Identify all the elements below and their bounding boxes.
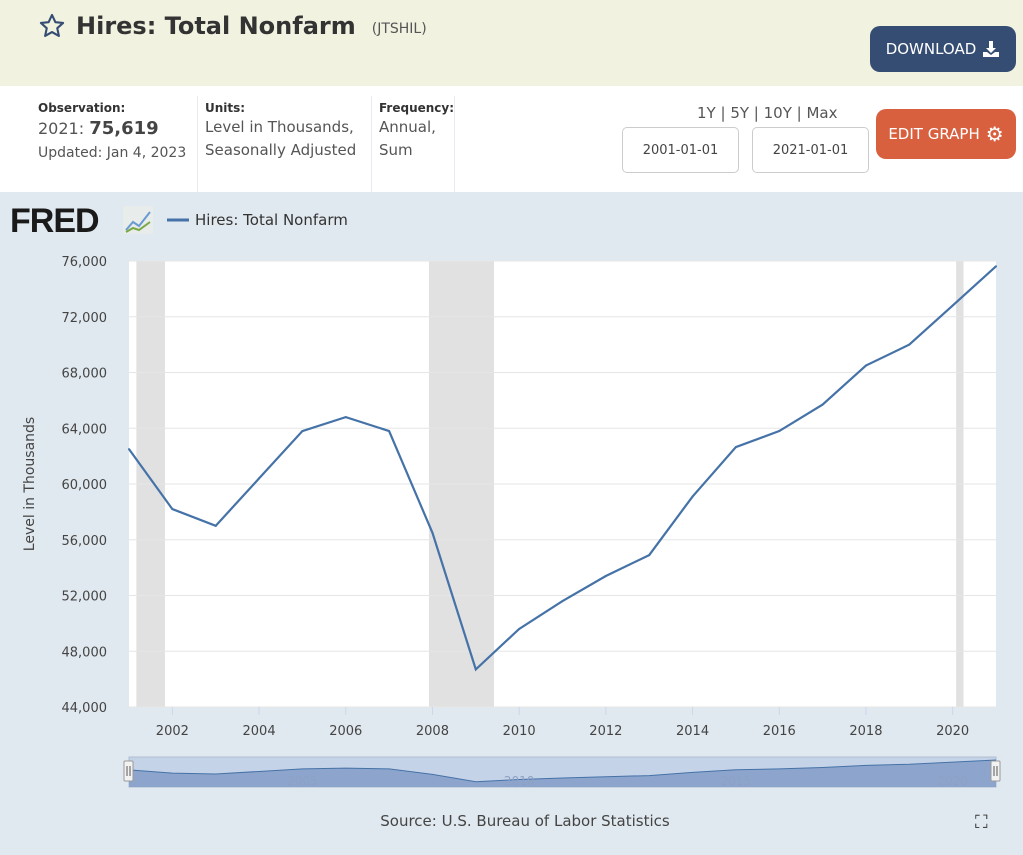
navigator-area [129, 760, 996, 787]
fred-logo-icon-line [125, 211, 151, 231]
x-tick-label: 2004 [243, 724, 276, 739]
chart-area: FRED Hires: Total Nonfarm 44,000 48,000 52,0… [0, 192, 1023, 855]
x-tick-label: 2002 [156, 724, 189, 739]
observation-date: 2021: [38, 119, 85, 138]
data-point [691, 495, 694, 498]
y-tick-label: 64,000 [62, 422, 108, 437]
data-point [431, 531, 434, 534]
y-tick-label: 44,000 [62, 701, 108, 716]
x-tick-label: 2014 [676, 724, 709, 739]
navigator-tick-label: 2020 [937, 774, 968, 788]
divider [371, 96, 372, 192]
info-bar: Observation: 2021: 75,619 Updated: Jan 4… [0, 86, 1023, 192]
data-point [951, 304, 954, 307]
units-label: Units: [205, 101, 246, 115]
frequency: Frequency: Annual, Sum [379, 100, 454, 162]
x-tick-label: 2008 [416, 724, 449, 739]
header-band: Hires: Total Nonfarm (JTSHIL) DOWNLOAD [0, 0, 1023, 86]
observation-value: 75,619 [89, 118, 159, 139]
series-title: Hires: Total Nonfarm (JTSHIL) [38, 12, 427, 40]
data-point [908, 343, 911, 346]
y-axis-label: Level in Thousands [22, 417, 38, 551]
data-point [604, 574, 607, 577]
legend-label: Hires: Total Nonfarm [195, 211, 348, 229]
data-point [864, 364, 867, 367]
download-button[interactable]: DOWNLOAD [870, 26, 1016, 72]
fullscreen-icon[interactable]: ⛶ [975, 812, 988, 833]
fred-logo-icon [123, 206, 153, 234]
data-point [561, 600, 564, 603]
gear-icon: ⚙ [985, 122, 1004, 146]
end-date-input[interactable]: 2021-01-01 [752, 127, 869, 173]
data-point [648, 554, 651, 557]
data-point [128, 448, 130, 451]
line-chart: FRED Hires: Total Nonfarm 44,000 48,000 52,0… [10, 202, 1001, 788]
frequency-label: Frequency: [379, 101, 455, 115]
navigator-tick-label: 2015 [721, 774, 752, 788]
navigator-handle[interactable] [123, 760, 134, 782]
range-10y[interactable]: 10Y [763, 104, 792, 122]
units-value: Level in Thousands, [205, 118, 354, 136]
range-max[interactable]: Max [806, 104, 838, 122]
data-point [778, 430, 781, 433]
navigator-tick-label: 2010 [504, 774, 535, 788]
data-point [474, 668, 477, 671]
data-point [995, 265, 997, 268]
data-point [518, 627, 521, 630]
x-tick-label: 2020 [936, 724, 969, 739]
aggregation-method: Sum [379, 141, 413, 159]
x-tick-label: 2016 [763, 724, 796, 739]
data-point [258, 477, 261, 480]
data-point [734, 446, 737, 449]
data-point [821, 403, 824, 406]
start-date-input[interactable]: 2001-01-01 [622, 127, 739, 173]
navigator-tick-label: 2005 [287, 774, 318, 788]
star-icon[interactable] [38, 12, 66, 40]
frequency-value: Annual, [379, 118, 436, 136]
y-tick-label: 60,000 [62, 478, 108, 493]
series-id: (JTSHIL) [371, 21, 427, 37]
units-adjustment: Seasonally Adjusted [205, 141, 357, 159]
y-tick-label: 56,000 [62, 534, 108, 549]
download-icon [983, 41, 1000, 57]
fred-logo-icon-line [125, 221, 151, 233]
data-point [388, 430, 391, 433]
page-title: Hires: Total Nonfarm [76, 12, 356, 40]
y-tick-label: 52,000 [62, 590, 108, 605]
x-tick-label: 2006 [329, 724, 362, 739]
navigator-handle[interactable] [990, 760, 1001, 782]
x-tick-label: 2012 [589, 724, 622, 739]
edit-graph-label: EDIT GRAPH [888, 125, 980, 143]
observation-label: Observation: [38, 101, 126, 115]
x-tick-label: 2010 [503, 724, 536, 739]
observation: Observation: 2021: 75,619 Updated: Jan 4… [38, 100, 186, 165]
divider [197, 96, 198, 192]
range-5y[interactable]: 5Y [730, 104, 750, 122]
data-point [214, 524, 217, 527]
divider [454, 96, 455, 192]
data-point [171, 508, 174, 511]
data-point [301, 430, 304, 433]
y-tick-label: 48,000 [62, 645, 108, 660]
range-1y[interactable]: 1Y [697, 104, 716, 122]
x-tick-label: 2018 [849, 724, 882, 739]
edit-graph-button[interactable]: EDIT GRAPH ⚙ [876, 109, 1016, 159]
download-label: DOWNLOAD [885, 40, 977, 58]
fred-logo: FRED [10, 202, 99, 240]
y-tick-label: 76,000 [62, 255, 108, 270]
y-tick-label: 72,000 [62, 311, 108, 326]
data-point [344, 416, 347, 419]
source-note: Source: U.S. Bureau of Labor Statistics [380, 812, 670, 830]
y-tick-label: 68,000 [62, 367, 108, 382]
range-selector: 1Y | 5Y | 10Y | Max [697, 104, 838, 122]
updated-date: Updated: Jan 4, 2023 [38, 145, 187, 161]
navigator-line [128, 759, 997, 783]
units: Units: Level in Thousands, Seasonally Ad… [205, 100, 356, 162]
